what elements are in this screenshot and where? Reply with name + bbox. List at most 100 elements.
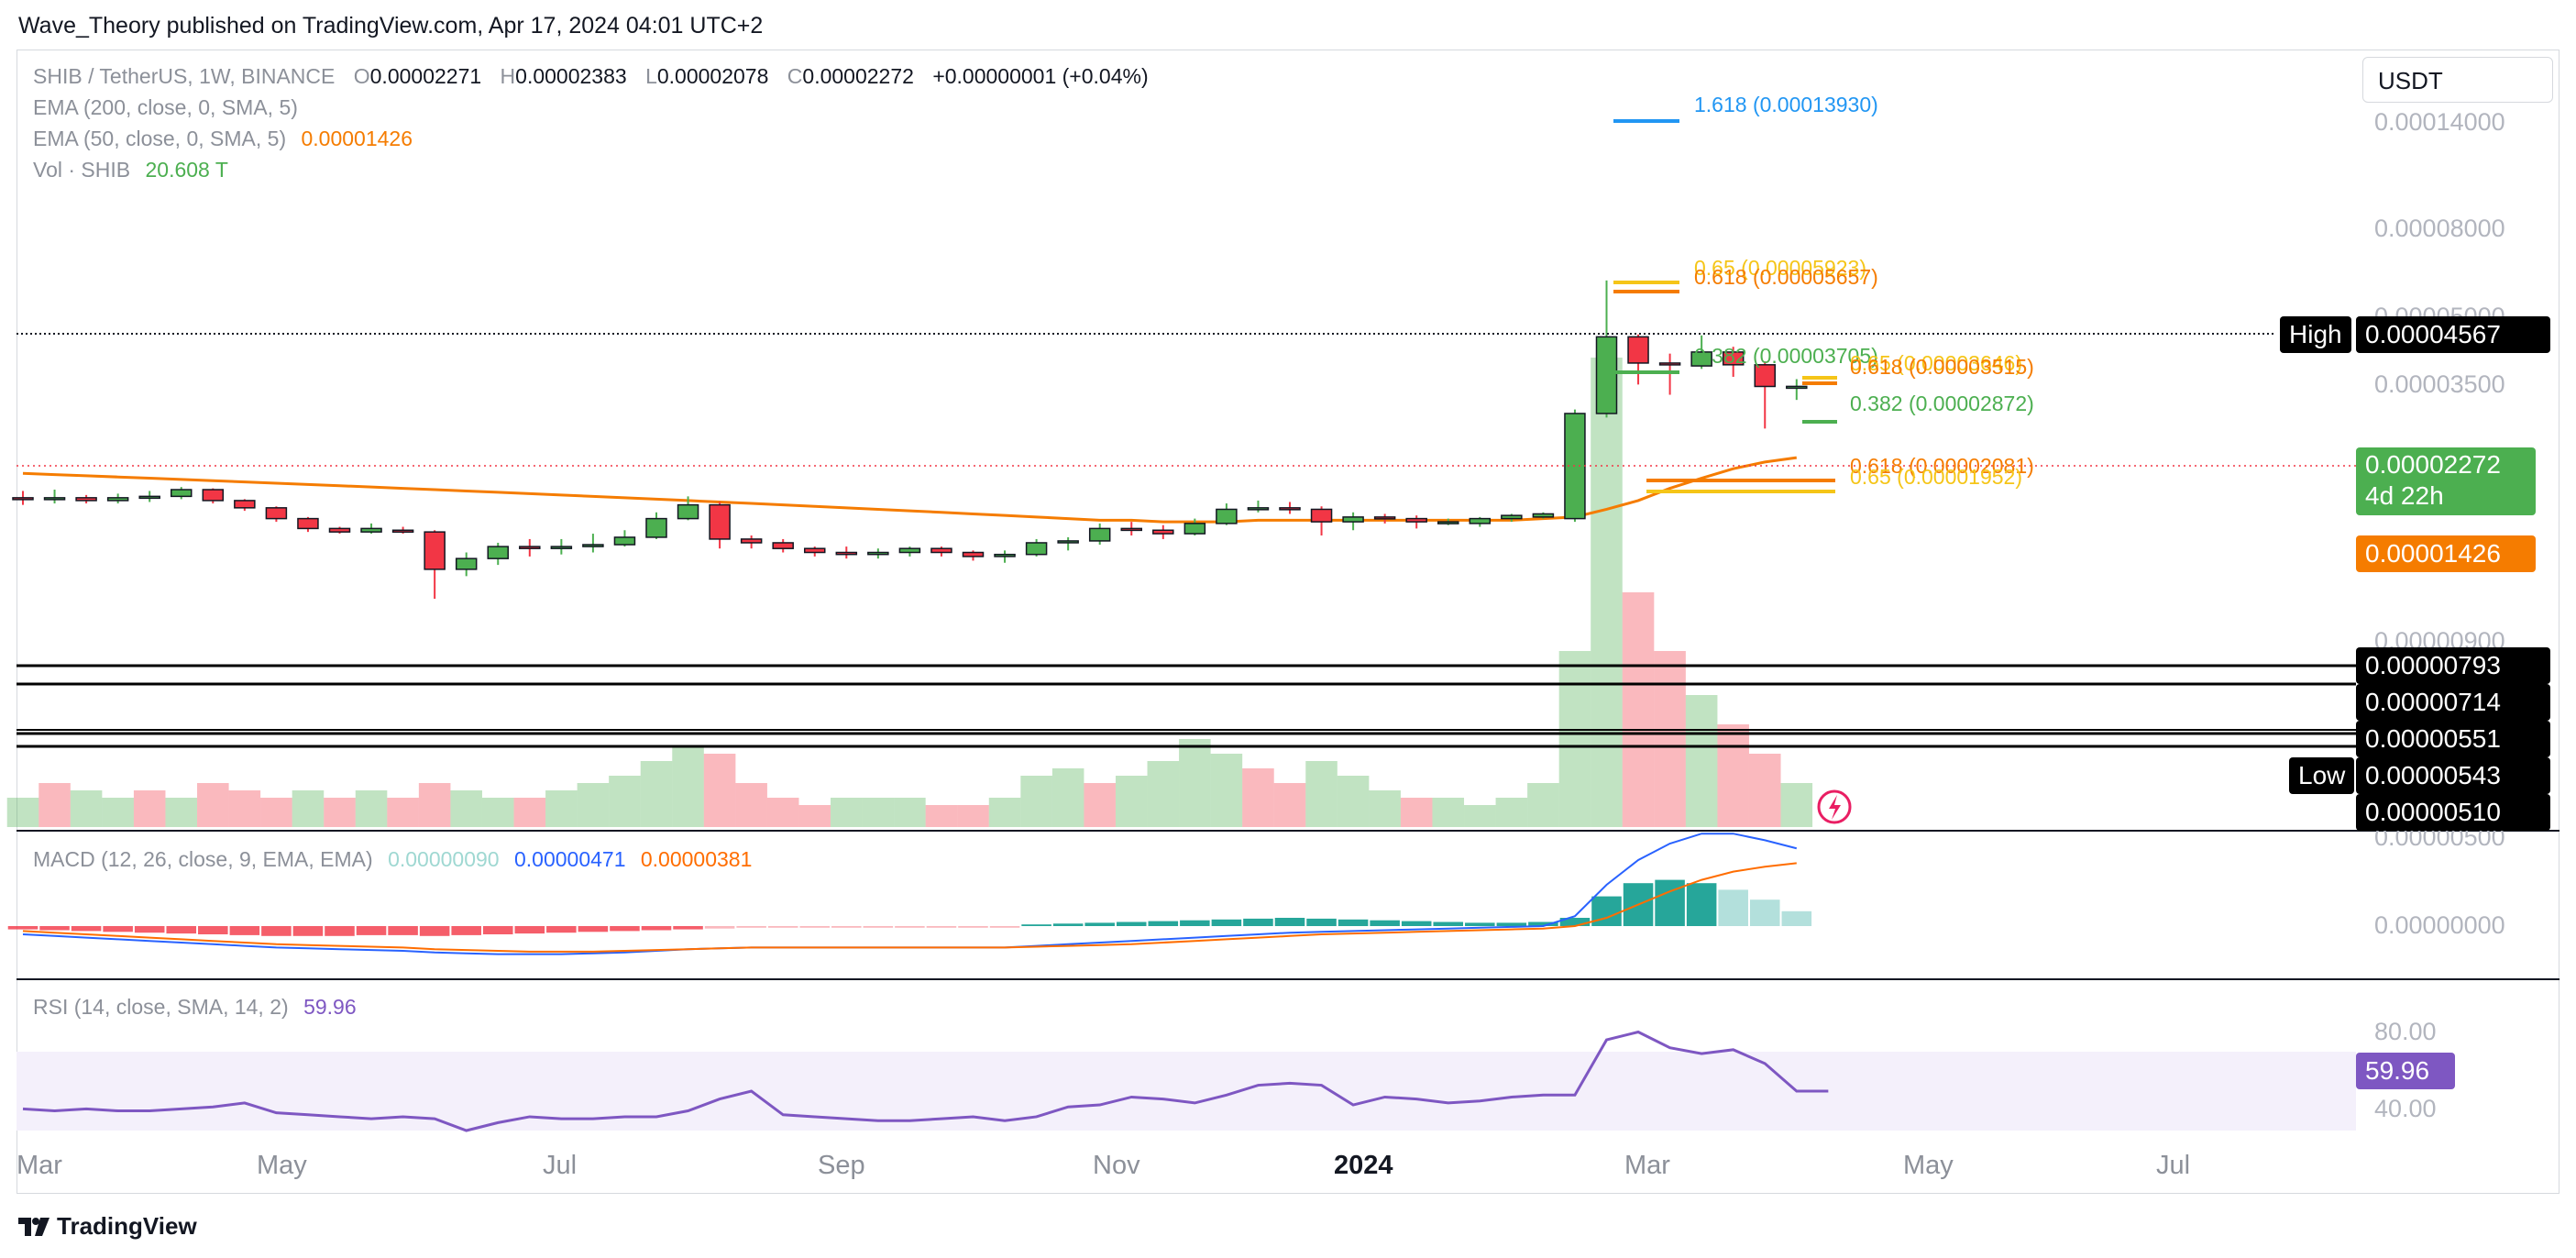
volume-bar bbox=[1051, 768, 1084, 827]
macd-histogram-bar bbox=[1148, 921, 1179, 926]
volume-bar bbox=[1432, 798, 1465, 827]
legend-macd[interactable]: MACD (12, 26, close, 9, EMA, EMA) 0.0000… bbox=[33, 847, 752, 872]
macd-histogram-bar bbox=[229, 926, 260, 935]
volume-bar bbox=[292, 790, 325, 827]
volume-bar bbox=[418, 783, 451, 827]
candle bbox=[234, 499, 256, 512]
macd-histogram-bar bbox=[419, 926, 450, 936]
candle bbox=[1310, 506, 1333, 535]
tradingview-logo[interactable]: TradingView bbox=[18, 1212, 197, 1241]
macd-histogram-bar bbox=[261, 926, 292, 936]
candle-body bbox=[867, 551, 889, 556]
macd-histogram-bar bbox=[1338, 919, 1369, 926]
legend-ema200[interactable]: EMA (200, close, 0, SMA, 5) bbox=[33, 95, 298, 119]
candle bbox=[709, 502, 731, 549]
candle-countdown: 4d 22h bbox=[2365, 481, 2444, 510]
volume-bar bbox=[988, 798, 1021, 827]
legend-ema50[interactable]: EMA (50, close, 0, SMA, 5) 0.00001426 bbox=[33, 127, 413, 151]
open-value: 0.00002271 bbox=[369, 64, 482, 88]
symbol-title[interactable]: SHIB / TetherUS, 1W, BINANCE bbox=[33, 64, 336, 88]
volume-bar bbox=[1400, 798, 1433, 827]
fib-label-0618-top: 0.618 (0.00005657) bbox=[1694, 265, 1878, 289]
macd-histogram-bar bbox=[578, 926, 609, 932]
volume-bar bbox=[1748, 754, 1781, 827]
rsi-value: 59.96 bbox=[303, 995, 357, 1019]
high-label: H bbox=[500, 64, 516, 88]
volume-bar bbox=[1305, 761, 1338, 827]
candle bbox=[677, 496, 699, 521]
candle-body bbox=[202, 489, 225, 502]
macd-histogram-bar bbox=[514, 926, 545, 934]
macd-histogram-bar bbox=[926, 926, 957, 928]
candle bbox=[835, 546, 858, 559]
volume-bar bbox=[894, 798, 926, 827]
candle bbox=[1405, 515, 1427, 529]
macd-histogram-bar bbox=[1718, 889, 1748, 926]
candle-body bbox=[1088, 527, 1111, 542]
y-axis-tick-label: 40.00 bbox=[2374, 1095, 2437, 1122]
macd-histogram-bar bbox=[1306, 918, 1337, 926]
candle-body bbox=[297, 517, 319, 530]
volume-bar bbox=[1622, 592, 1655, 827]
volume-bar bbox=[1369, 790, 1401, 827]
candle-body bbox=[138, 495, 160, 500]
candle bbox=[519, 538, 541, 557]
macd-histogram-bar bbox=[39, 926, 70, 931]
candle-body bbox=[1658, 362, 1681, 366]
volume-bar bbox=[197, 783, 229, 827]
macd-histogram-bar bbox=[895, 926, 925, 928]
legend-rsi[interactable]: RSI (14, close, SMA, 14, 2) 59.96 bbox=[33, 995, 357, 1020]
candle bbox=[1120, 522, 1142, 535]
open-label: O bbox=[353, 64, 370, 88]
volume-bar bbox=[1685, 695, 1718, 827]
macd-histogram-bar bbox=[767, 926, 798, 928]
volume-bar bbox=[735, 783, 767, 827]
candle-body bbox=[772, 542, 794, 549]
fib-label-065-low: 0.65 (0.00001952) bbox=[1850, 465, 2022, 489]
lightning-icon[interactable] bbox=[1817, 789, 1852, 824]
candle bbox=[1786, 379, 1808, 401]
candle-body bbox=[994, 553, 1016, 557]
macd-histogram-bar bbox=[958, 926, 988, 928]
legend-volume[interactable]: Vol · SHIB 20.608 T bbox=[33, 158, 228, 182]
candle-body bbox=[171, 489, 193, 498]
currency-selector[interactable]: USDT bbox=[2362, 57, 2553, 103]
candle bbox=[1088, 523, 1111, 546]
legend-main: SHIB / TetherUS, 1W, BINANCE O0.00002271… bbox=[33, 64, 1149, 89]
candle-body bbox=[645, 517, 667, 538]
candle-body bbox=[43, 497, 66, 501]
macd-signal-value: 0.00000381 bbox=[640, 847, 753, 871]
candle-body bbox=[12, 497, 34, 501]
candle-body bbox=[265, 507, 288, 520]
macd-histogram-bar bbox=[1274, 918, 1305, 926]
candle-body bbox=[455, 557, 478, 570]
volume-bar bbox=[450, 790, 482, 827]
volume-bar bbox=[798, 805, 831, 827]
volume-bar bbox=[1179, 739, 1211, 827]
volume-bar bbox=[70, 790, 103, 827]
footer-brand: TradingView bbox=[57, 1212, 197, 1240]
candle bbox=[360, 523, 382, 535]
candle bbox=[1501, 513, 1523, 523]
candle-body bbox=[582, 544, 604, 547]
volume-bar bbox=[1654, 651, 1686, 827]
macd-histogram-bar bbox=[7, 926, 39, 930]
candle-body bbox=[930, 547, 952, 554]
support-tag-2: 0.00000714 bbox=[2356, 684, 2550, 721]
candle bbox=[1373, 513, 1396, 524]
low-label-tag: Low bbox=[2289, 757, 2355, 794]
volume-bar bbox=[1780, 783, 1813, 827]
candle bbox=[867, 548, 889, 559]
volume-bar bbox=[133, 790, 166, 827]
candle bbox=[328, 526, 351, 535]
candle-body bbox=[424, 531, 446, 570]
candle-body bbox=[360, 527, 382, 533]
candle-body bbox=[1057, 540, 1079, 544]
volume-bar bbox=[1210, 754, 1243, 827]
volume-bar bbox=[1337, 776, 1370, 827]
macd-histogram-bar bbox=[610, 926, 640, 932]
candle bbox=[962, 550, 985, 561]
candle bbox=[1025, 538, 1048, 557]
volume-bar bbox=[1591, 358, 1623, 827]
